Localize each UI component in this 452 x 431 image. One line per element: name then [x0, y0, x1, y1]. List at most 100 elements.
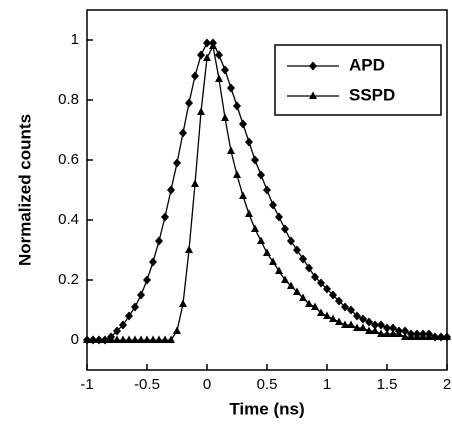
marker-diamond — [317, 278, 325, 288]
marker-diamond — [179, 128, 187, 138]
legend-label: SSPD — [349, 85, 395, 104]
marker-diamond — [173, 158, 181, 168]
x-tick-label: 1 — [323, 376, 331, 393]
marker-diamond — [191, 71, 199, 81]
marker-diamond — [341, 302, 349, 312]
marker-diamond — [137, 290, 145, 300]
marker-diamond — [239, 119, 247, 129]
marker-diamond — [329, 290, 337, 300]
marker-diamond — [263, 185, 271, 195]
marker-triangle — [299, 293, 307, 301]
marker-triangle — [317, 308, 325, 316]
marker-triangle — [113, 335, 121, 343]
marker-triangle — [137, 335, 145, 343]
marker-diamond — [245, 137, 253, 147]
marker-diamond — [389, 323, 397, 333]
legend-label: APD — [349, 55, 385, 74]
marker-triangle — [407, 332, 415, 340]
marker-diamond — [185, 98, 193, 108]
y-tick-label: 0 — [71, 331, 79, 348]
marker-diamond — [299, 254, 307, 264]
marker-triangle — [365, 326, 373, 334]
marker-diamond — [197, 50, 205, 60]
marker-triangle — [371, 326, 379, 334]
marker-triangle — [437, 332, 445, 340]
marker-triangle — [209, 41, 217, 49]
marker-triangle — [89, 335, 97, 343]
marker-diamond — [309, 61, 317, 71]
marker-diamond — [353, 311, 361, 321]
x-tick-label: 2 — [443, 376, 451, 393]
marker-triangle — [425, 332, 433, 340]
marker-triangle — [413, 332, 421, 340]
marker-triangle — [83, 335, 91, 343]
marker-triangle — [377, 329, 385, 337]
marker-triangle — [401, 332, 409, 340]
marker-triangle — [443, 332, 451, 340]
marker-diamond — [359, 314, 367, 324]
marker-triangle — [197, 107, 205, 115]
marker-diamond — [125, 311, 133, 321]
marker-diamond — [401, 326, 409, 336]
marker-triangle — [359, 323, 367, 331]
marker-diamond — [131, 302, 139, 312]
marker-triangle — [167, 335, 175, 343]
x-tick-label: -0.5 — [134, 376, 160, 393]
marker-triangle — [309, 91, 317, 99]
marker-triangle — [389, 329, 397, 337]
marker-diamond — [365, 317, 373, 327]
marker-triangle — [275, 266, 283, 274]
marker-triangle — [227, 146, 235, 154]
marker-triangle — [101, 335, 109, 343]
marker-triangle — [251, 224, 259, 232]
marker-diamond — [215, 50, 223, 60]
y-tick-label: 0.6 — [58, 151, 79, 168]
marker-triangle — [353, 323, 361, 331]
marker-triangle — [95, 335, 103, 343]
marker-diamond — [143, 275, 151, 285]
marker-triangle — [395, 329, 403, 337]
marker-triangle — [179, 299, 187, 307]
marker-triangle — [431, 332, 439, 340]
marker-triangle — [257, 236, 265, 244]
marker-diamond — [305, 263, 313, 273]
marker-diamond — [311, 272, 319, 282]
marker-diamond — [149, 257, 157, 267]
marker-diamond — [347, 305, 355, 315]
marker-triangle — [383, 329, 391, 337]
marker-triangle — [203, 53, 211, 61]
marker-diamond — [287, 236, 295, 246]
marker-triangle — [233, 170, 241, 178]
marker-triangle — [215, 74, 223, 82]
marker-triangle — [323, 311, 331, 319]
marker-diamond — [167, 185, 175, 195]
marker-triangle — [305, 299, 313, 307]
marker-diamond — [227, 83, 235, 93]
marker-triangle — [119, 335, 127, 343]
marker-diamond — [281, 224, 289, 234]
legend-box — [274, 44, 442, 116]
marker-triangle — [125, 335, 133, 343]
marker-triangle — [269, 257, 277, 265]
marker-diamond — [257, 170, 265, 180]
x-tick-label: -1 — [80, 376, 93, 393]
marker-diamond — [335, 296, 343, 306]
y-tick-label: 1 — [71, 31, 79, 48]
marker-diamond — [383, 323, 391, 333]
marker-diamond — [377, 320, 385, 330]
marker-diamond — [233, 101, 241, 111]
x-axis-label: Time (ns) — [229, 399, 304, 418]
marker-diamond — [371, 320, 379, 330]
marker-diamond — [251, 155, 259, 165]
marker-diamond — [203, 38, 211, 48]
marker-diamond — [161, 212, 169, 222]
marker-triangle — [131, 335, 139, 343]
marker-triangle — [287, 281, 295, 289]
x-tick-label: 1.5 — [377, 376, 398, 393]
marker-triangle — [191, 179, 199, 187]
marker-diamond — [269, 200, 277, 210]
x-tick-label: 0 — [203, 376, 211, 393]
marker-triangle — [161, 335, 169, 343]
marker-triangle — [419, 332, 427, 340]
